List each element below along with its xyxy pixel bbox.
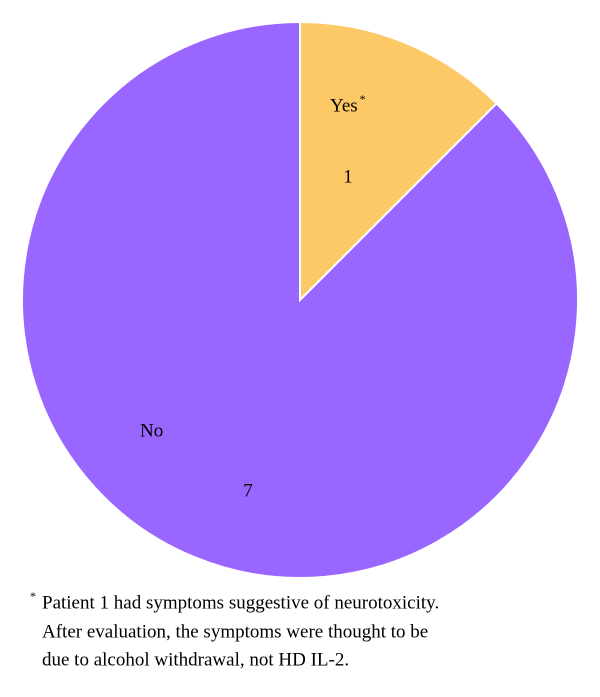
value-label: 7 [243,480,253,501]
slice-label: No [140,420,163,441]
footnote-marker: * [30,589,36,603]
footnote-line: due to alcohol withdrawal, not HD IL-2. [42,649,349,670]
footnote: * Patient 1 had symptoms suggestive of n… [30,589,439,671]
value-label: 1 [343,166,353,187]
footnote-line: Patient 1 had symptoms suggestive of neu… [42,592,439,613]
pie-labels: Yes * 1 No 7 [140,92,366,502]
pie-slice [299,20,498,303]
pie [21,20,579,579]
footnote-line: After evaluation, the symptoms were thou… [42,621,428,642]
footnote-marker: * [360,92,366,106]
slice-label: Yes [330,95,358,116]
pie-slice [21,20,579,579]
